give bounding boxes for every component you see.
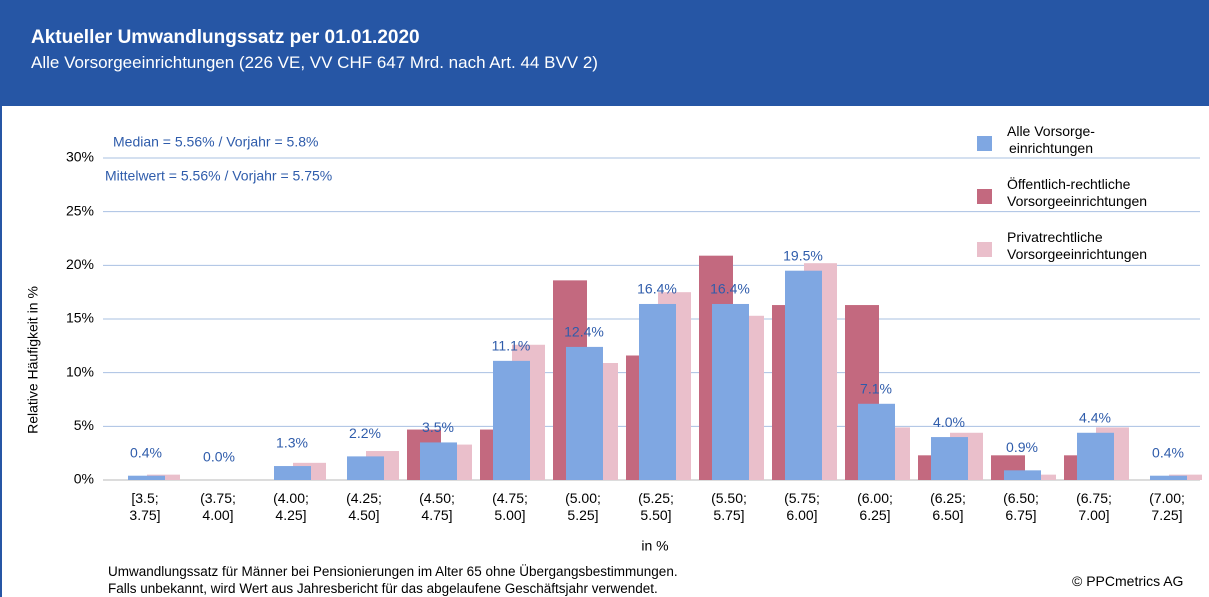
bar [566, 346, 603, 480]
bar [1077, 432, 1114, 480]
legend-swatch [977, 189, 992, 204]
x-tick-label: (6.25; 6.50] [930, 490, 966, 523]
data-label: 1.3% [276, 435, 308, 451]
legend-swatch [977, 136, 992, 151]
x-tick-label: (4.50; 4.75] [419, 490, 455, 523]
data-label: 2.2% [349, 425, 381, 441]
legend-swatch [977, 242, 992, 257]
legend-label: Öffentlich-rechtliche Vorsorgeeinrichtun… [1007, 176, 1148, 209]
y-axis-label: Relative Häufigkeit in % [25, 286, 41, 434]
x-tick-label: (4.75; 5.00] [492, 490, 528, 523]
footnote: Umwandlungssatz für Männer bei Pensionie… [108, 564, 678, 596]
y-tick-label: 20% [66, 256, 94, 272]
y-tick-label: 25% [66, 202, 94, 218]
data-label: 7.1% [860, 380, 892, 396]
y-tick-label: 10% [66, 363, 94, 379]
header: Aktueller Umwandlungssatz per 01.01.2020… [0, 0, 1209, 106]
bar [639, 303, 676, 480]
data-label: 4.4% [1079, 409, 1111, 425]
x-tick-label: (6.00; 6.25] [857, 490, 893, 523]
data-label: 12.4% [564, 324, 604, 340]
bar [858, 403, 895, 480]
x-tick-label: (5.75; 6.00] [784, 490, 820, 523]
x-tick-label: (6.75; 7.00] [1076, 490, 1112, 523]
source: © PPCmetrics AG [1072, 573, 1184, 589]
data-label: 0.4% [1152, 444, 1184, 460]
data-label: 16.4% [710, 281, 750, 297]
border [0, 106, 2, 597]
bar [274, 466, 311, 480]
subtitle: Alle Vorsorgeeinrichtungen (226 VE, VV C… [31, 53, 598, 72]
data-label: 11.1% [492, 338, 531, 354]
legend-label: Privatrechtliche Vorsorgeeinrichtungen [1007, 229, 1148, 262]
y-tick-label: 0% [74, 471, 94, 487]
x-tick-label: [3.5; 3.75] [129, 490, 161, 523]
bar [493, 360, 530, 480]
bar [931, 437, 968, 480]
data-label: 19.5% [783, 247, 823, 263]
data-label: 0.4% [130, 444, 162, 460]
bar [1150, 475, 1187, 480]
bar [347, 456, 384, 480]
bar [785, 270, 822, 480]
y-tick-label: 5% [74, 417, 94, 433]
annotation: Median = 5.56% / Vorjahr = 5.8% [113, 134, 318, 150]
bar [420, 442, 457, 480]
x-axis-label: in % [641, 538, 668, 554]
legend-label: Alle Vorsorge- einrichtungen [1007, 123, 1095, 156]
title: Aktueller Umwandlungssatz per 01.01.2020 [31, 27, 420, 48]
bar [712, 303, 749, 480]
x-tick-label: (5.25; 5.50] [638, 490, 674, 523]
data-label: 3.5% [422, 419, 454, 435]
data-label: 4.0% [933, 414, 965, 430]
annotation: Mittelwert = 5.56% / Vorjahr = 5.75% [105, 168, 332, 184]
x-tick-label: (5.00; 5.25] [565, 490, 601, 523]
bar [1004, 470, 1041, 480]
data-label: 0.0% [203, 449, 235, 465]
x-tick-label: (7.00; 7.25] [1149, 490, 1185, 523]
y-tick-label: 30% [66, 149, 94, 165]
y-tick-label: 15% [66, 310, 94, 326]
x-tick-label: (6.50; 6.75] [1003, 490, 1039, 523]
x-tick-label: (4.25; 4.50] [346, 490, 382, 523]
data-label: 0.9% [1006, 439, 1038, 455]
x-tick-label: (4.00; 4.25] [273, 490, 309, 523]
bar [128, 475, 165, 480]
x-tick-label: (5.50; 5.75] [711, 490, 747, 523]
data-label: 16.4% [637, 281, 677, 297]
x-tick-label: (3.75; 4.00] [200, 490, 236, 523]
